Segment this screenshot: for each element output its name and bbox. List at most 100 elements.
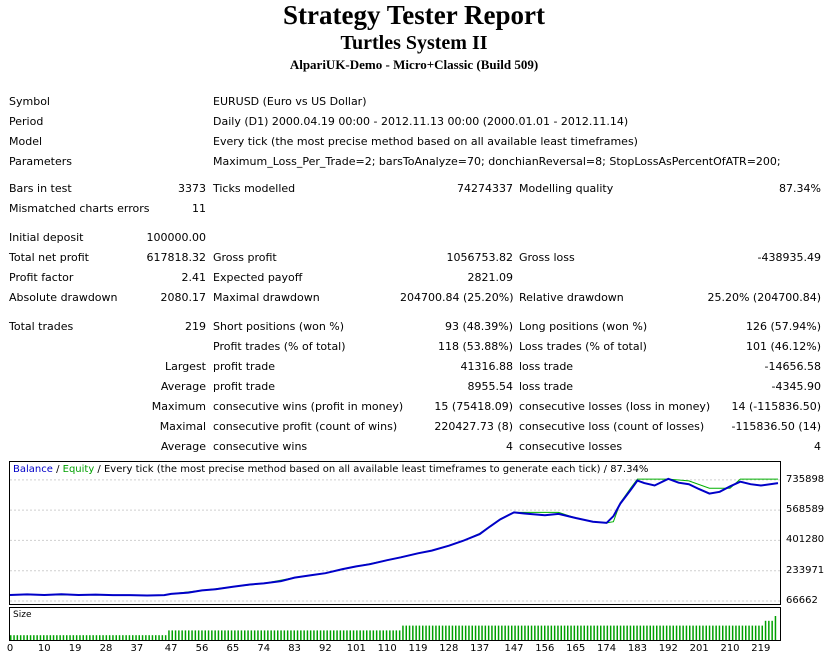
size-bar — [379, 630, 381, 640]
size-bar — [26, 635, 28, 640]
size-bar — [253, 630, 256, 640]
size-bar — [576, 625, 579, 640]
y-tick-label: 66662 — [786, 595, 818, 606]
absolute-drawdown-label: Absolute drawdown — [9, 291, 118, 304]
size-bar — [669, 625, 671, 640]
max-consecutive-wins-value: 15 (75418.09) — [434, 400, 513, 413]
x-tick-label: 47 — [164, 643, 178, 654]
size-bar — [92, 635, 94, 640]
size-bar — [751, 625, 754, 640]
size-bar — [560, 625, 562, 640]
size-bar — [141, 635, 144, 640]
size-bar — [656, 625, 658, 640]
profit-factor-value: 2.41 — [181, 271, 207, 284]
x-tick-label: 128 — [439, 643, 459, 654]
max-consecutive-wins-label: consecutive wins (profit in money) — [213, 400, 404, 413]
average-label: Average — [160, 380, 206, 393]
size-bar — [471, 625, 473, 640]
relative-drawdown-value: 25.20% (204700.84) — [707, 291, 821, 304]
size-bar — [445, 625, 447, 640]
size-bar — [115, 635, 117, 640]
size-bar — [623, 625, 625, 640]
size-bar — [593, 625, 595, 640]
size-bar — [725, 625, 727, 640]
size-bar — [428, 625, 431, 640]
size-bar — [405, 625, 407, 640]
expected-payoff-value: 2821.09 — [467, 271, 514, 284]
x-tick-label: 56 — [195, 643, 209, 654]
average-profit-trade-label: profit trade — [213, 380, 276, 393]
size-bar — [207, 630, 210, 640]
size-bar — [398, 630, 401, 640]
size-bar — [260, 630, 262, 640]
x-tick-label: 0 — [6, 643, 14, 654]
gross-profit-label: Gross profit — [213, 251, 277, 264]
legend-description: / Every tick (the most precise method ba… — [94, 464, 649, 475]
max-consecutive-losses-value: 14 (-115836.50) — [731, 400, 821, 413]
size-bar — [217, 630, 220, 640]
size-bar — [300, 630, 302, 640]
size-bar — [600, 625, 602, 640]
size-bar — [290, 630, 292, 640]
size-bar — [652, 625, 655, 640]
loss-trades-value: 101 (46.12%) — [745, 340, 821, 353]
size-bar — [412, 625, 414, 640]
size-bar — [191, 630, 193, 640]
size-bar — [52, 635, 55, 640]
legend-separator: / — [52, 464, 63, 475]
size-bar — [293, 630, 295, 640]
size-bar — [105, 635, 108, 640]
size-bar — [181, 630, 183, 640]
size-bar — [692, 625, 694, 640]
size-bar — [478, 625, 480, 640]
size-bar — [761, 625, 763, 640]
y-tick-label: 401280 — [786, 534, 825, 546]
size-bar — [352, 630, 355, 640]
model-label: Model — [9, 135, 43, 148]
maximal-drawdown-label: Maximal drawdown — [213, 291, 320, 304]
size-bar — [764, 620, 767, 640]
size-bar — [23, 635, 25, 640]
largest-loss-trade-label: loss trade — [519, 360, 574, 373]
size-bar — [553, 625, 556, 640]
x-tick-label: 74 — [257, 643, 271, 654]
size-bar — [375, 630, 378, 640]
size-bar — [408, 625, 411, 640]
size-bar — [29, 635, 32, 640]
size-bar — [484, 625, 487, 640]
balance-equity-plot — [10, 477, 780, 602]
average-consecutive-label: Average — [160, 440, 206, 453]
size-bar — [135, 635, 137, 640]
size-bar — [369, 630, 371, 640]
size-bar — [583, 625, 585, 640]
size-bar — [695, 625, 698, 640]
size-bar — [62, 635, 65, 640]
max-consecutive-losses-label: consecutive losses (loss in money) — [519, 400, 711, 413]
size-bar — [468, 625, 470, 640]
legend-balance: Balance — [13, 464, 53, 475]
size-bar — [451, 625, 454, 640]
size-bar — [89, 635, 91, 640]
size-bar — [286, 630, 289, 640]
period-label: Period — [9, 115, 44, 128]
size-bar — [234, 630, 236, 640]
size-bar — [507, 625, 510, 640]
size-bar — [633, 625, 635, 640]
deposit-value: 100000.00 — [146, 231, 207, 244]
params-label: Parameters — [9, 155, 72, 168]
size-bar — [303, 630, 305, 640]
size-bar — [603, 625, 605, 640]
mismatch-value: 11 — [192, 202, 206, 215]
report-title: Strategy Tester Report — [283, 0, 545, 30]
size-bar — [474, 625, 477, 640]
size-bar — [270, 630, 272, 640]
size-bar — [642, 625, 645, 640]
x-tick-label: 147 — [504, 643, 524, 654]
size-bar — [33, 635, 35, 640]
net-profit-label: Total net profit — [9, 251, 89, 264]
size-bar — [606, 625, 609, 640]
profit-trades-label: Profit trades (% of total) — [213, 340, 346, 353]
size-bar — [738, 625, 740, 640]
size-bar — [273, 630, 276, 640]
size-bar — [382, 630, 384, 640]
